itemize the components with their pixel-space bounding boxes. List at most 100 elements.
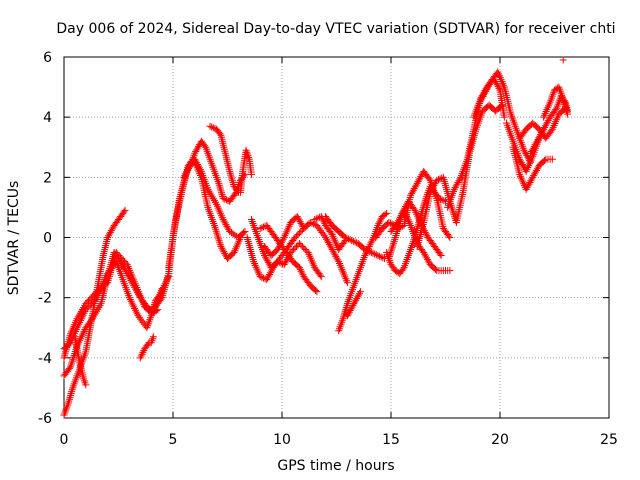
data-point	[374, 214, 385, 229]
data-point	[400, 254, 412, 272]
chart-title: Day 006 of 2024, Sidereal Day-to-day VTE…	[56, 21, 615, 37]
data-point	[304, 249, 318, 270]
data-point	[367, 249, 380, 259]
data-point	[112, 258, 126, 282]
data-point	[213, 125, 224, 138]
data-point	[204, 203, 218, 227]
data-point	[263, 221, 276, 237]
x-tick-label: 5	[169, 432, 178, 448]
data-point	[289, 258, 302, 270]
data-point	[60, 332, 74, 362]
data-point	[117, 258, 130, 276]
data-point	[551, 84, 561, 94]
data-point	[420, 167, 433, 183]
data-point	[503, 119, 516, 143]
data-point	[93, 280, 110, 296]
data-point	[535, 156, 548, 169]
data-point	[141, 303, 154, 316]
data-point	[339, 302, 351, 323]
data-point	[540, 100, 553, 121]
data-point	[365, 235, 377, 251]
data-point	[522, 154, 536, 175]
data-point	[213, 200, 226, 222]
data-point	[457, 157, 471, 181]
data-point	[67, 317, 80, 338]
data-point	[95, 254, 107, 284]
data-point	[123, 261, 139, 288]
data-point	[343, 290, 355, 308]
data-point	[206, 122, 219, 132]
data-point	[322, 234, 335, 252]
y-tick-label: 0	[43, 231, 52, 247]
data-point	[282, 249, 296, 264]
x-tick-label: 0	[60, 432, 69, 448]
data-point	[287, 214, 300, 226]
data-point	[540, 115, 553, 133]
data-point	[274, 235, 287, 254]
data-point	[80, 375, 90, 389]
data-point	[219, 215, 233, 234]
data-point	[82, 289, 99, 308]
data-point	[548, 112, 562, 133]
data-point	[224, 250, 237, 263]
data-point	[322, 221, 335, 237]
data-point	[186, 151, 198, 169]
data-point	[221, 149, 233, 173]
data-point	[158, 272, 172, 302]
data-point	[217, 243, 231, 261]
data-point	[300, 273, 313, 288]
data-point	[527, 139, 540, 157]
data-point	[463, 127, 477, 163]
data-point	[433, 267, 445, 275]
data-point	[237, 169, 247, 196]
data-point	[82, 316, 95, 332]
data-point	[322, 212, 335, 228]
data-point	[426, 261, 439, 273]
data-point	[470, 103, 481, 121]
data-point	[202, 143, 213, 161]
data-point	[555, 83, 566, 101]
data-point	[546, 106, 560, 121]
data-point	[494, 68, 508, 89]
data-point	[374, 252, 388, 263]
data-point	[481, 79, 494, 97]
data-point	[553, 94, 564, 112]
data-point	[112, 249, 130, 267]
data-point	[433, 174, 446, 184]
data-point	[217, 131, 229, 155]
data-point	[311, 213, 324, 223]
data-points	[60, 56, 572, 419]
data-point	[452, 191, 466, 226]
data-point	[125, 294, 141, 318]
data-point	[542, 127, 555, 142]
data-point	[280, 220, 294, 241]
data-point	[256, 222, 269, 232]
data-point	[132, 282, 148, 309]
data-point	[529, 119, 542, 132]
y-tick-label: -6	[38, 411, 52, 427]
data-point	[269, 230, 283, 246]
data-point	[509, 143, 523, 176]
data-point	[306, 218, 319, 229]
data-point	[439, 267, 454, 275]
data-point	[348, 237, 361, 247]
data-point	[407, 221, 420, 246]
data-point	[274, 258, 287, 268]
x-tick-label: 10	[273, 432, 291, 448]
data-point	[372, 226, 385, 241]
data-point	[533, 127, 547, 145]
data-point	[291, 226, 306, 241]
data-point	[350, 288, 364, 308]
data-point	[88, 302, 104, 323]
data-point	[348, 278, 359, 296]
data-point	[215, 179, 227, 201]
data-point	[141, 340, 152, 353]
y-tick-label: 2	[43, 170, 52, 186]
data-point	[152, 295, 165, 311]
data-point	[243, 234, 257, 264]
x-tick-label: 20	[491, 432, 509, 448]
data-point	[242, 146, 253, 161]
data-point	[77, 350, 89, 368]
data-point	[559, 56, 567, 64]
data-point	[245, 155, 255, 178]
